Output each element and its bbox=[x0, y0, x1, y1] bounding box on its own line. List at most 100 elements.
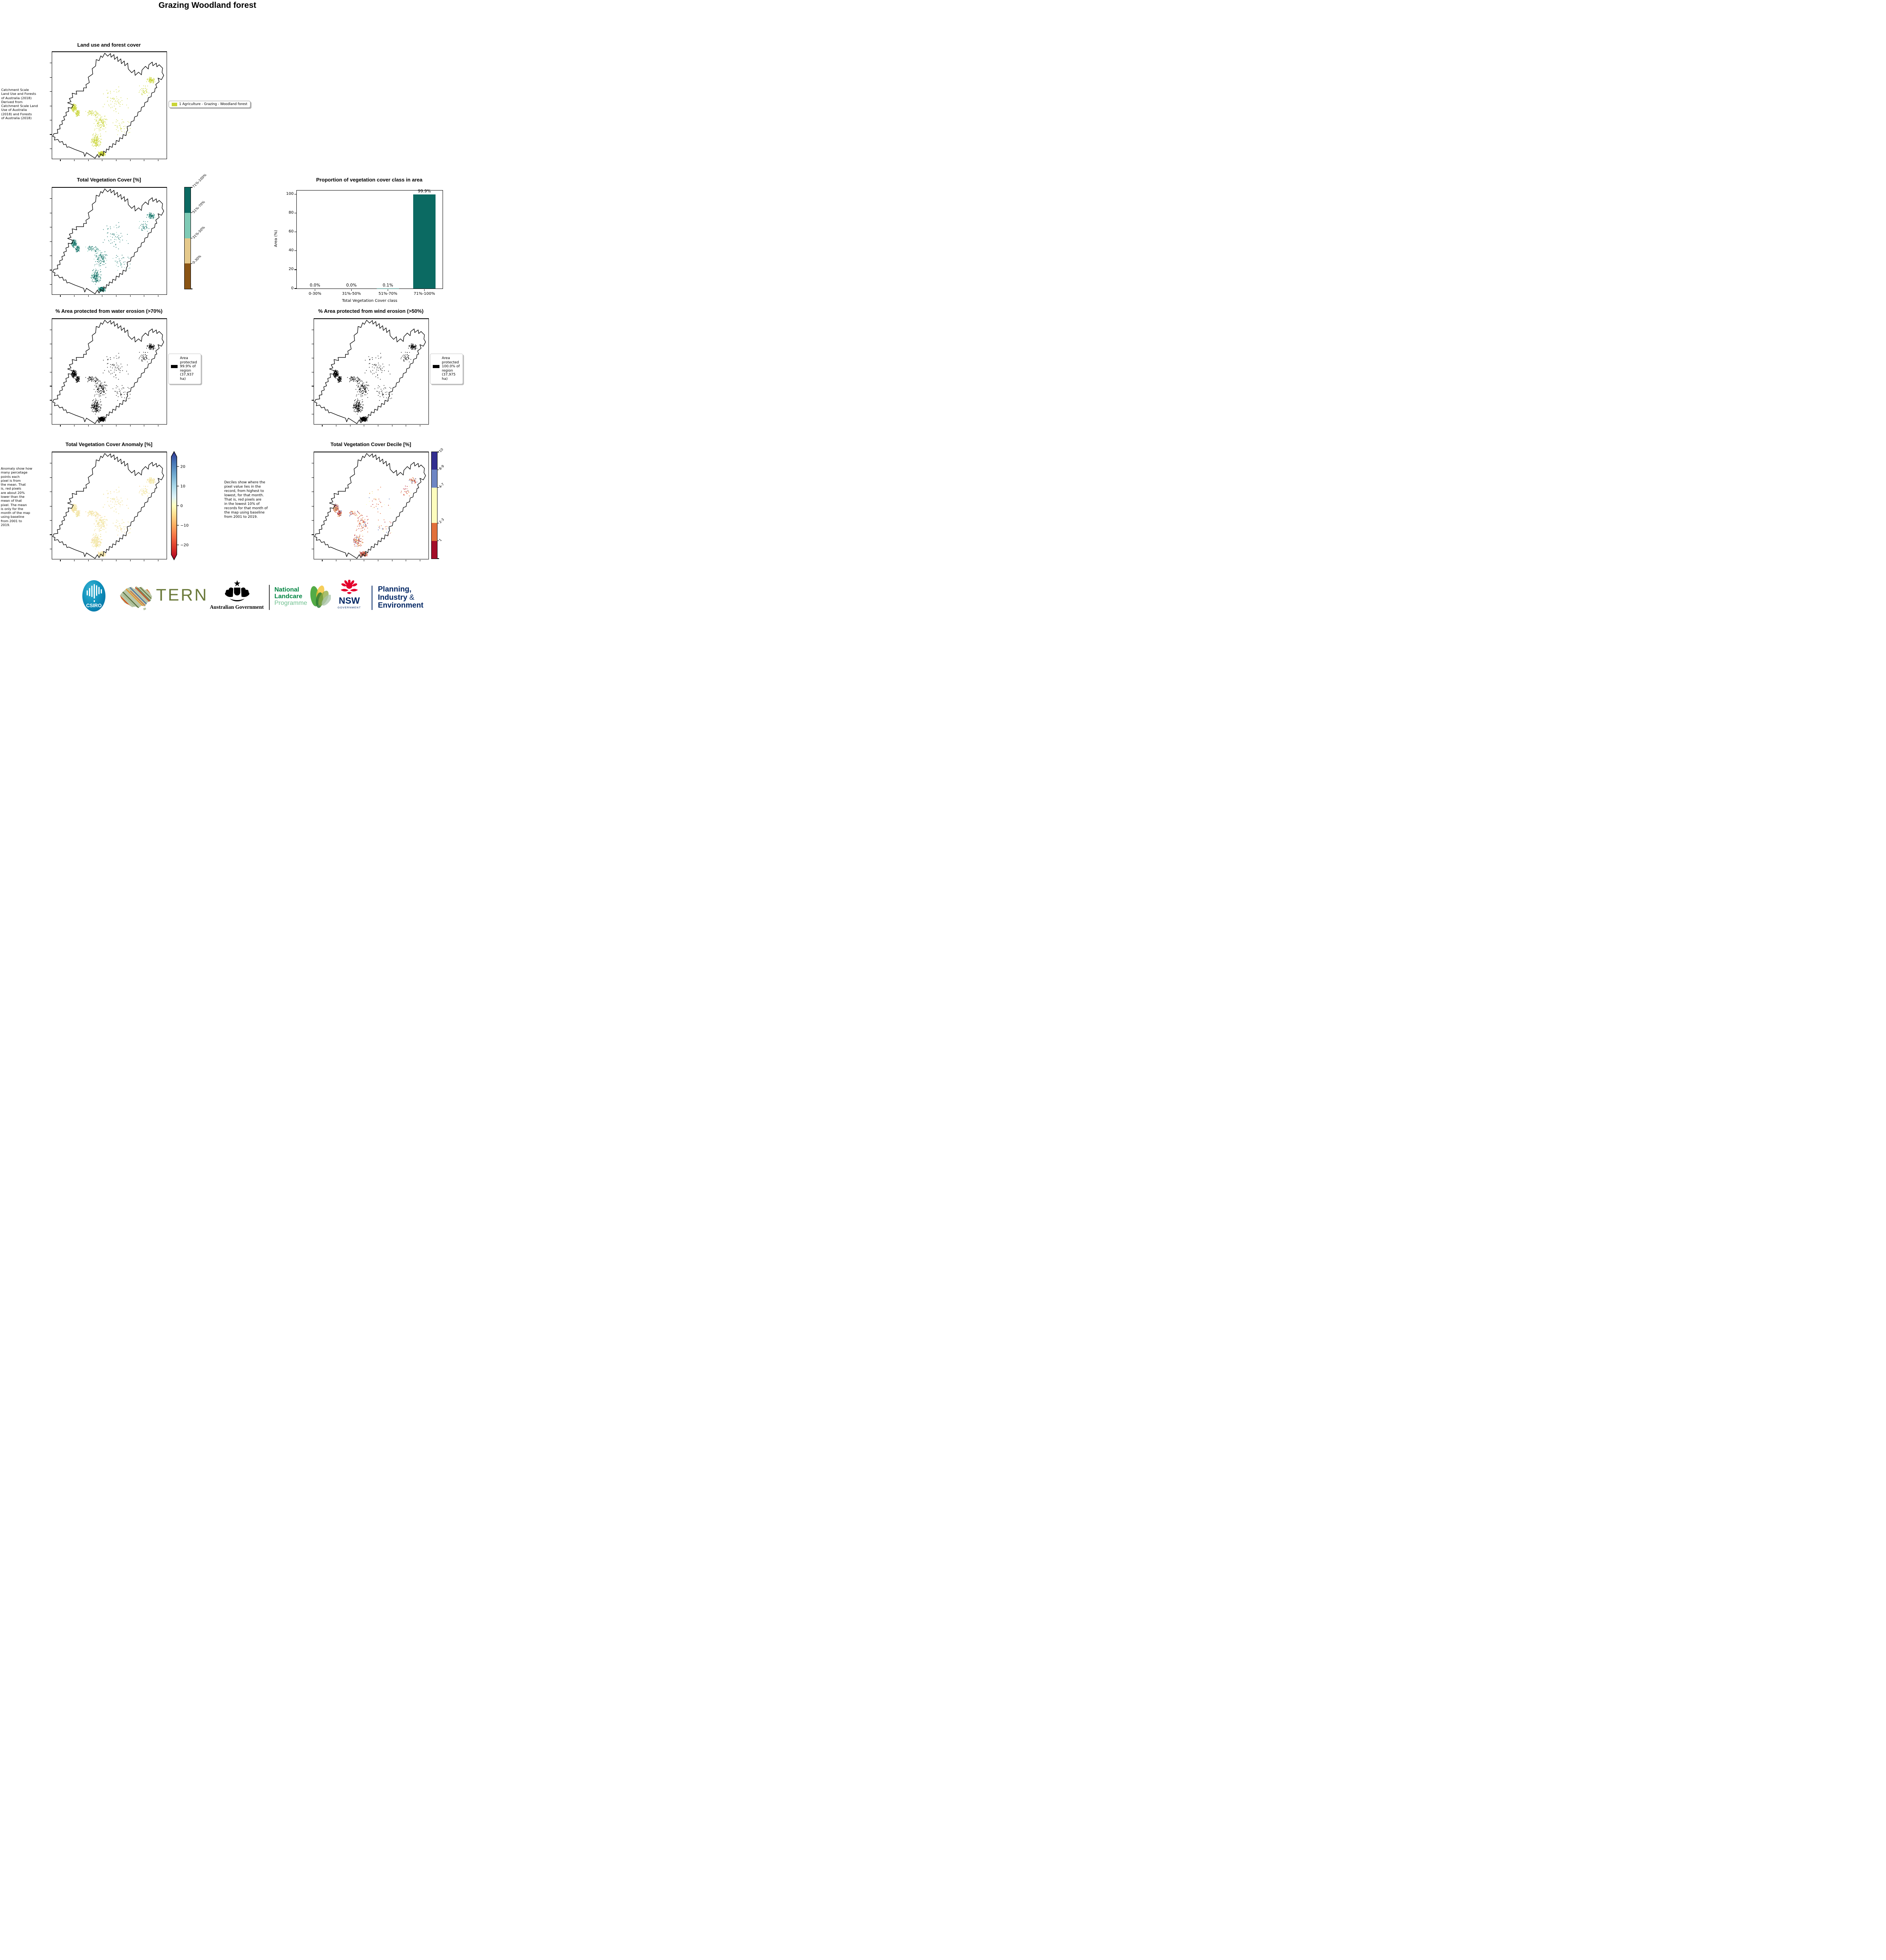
colorbar-segment bbox=[432, 487, 437, 523]
chart-ytick-label: 40 bbox=[289, 248, 294, 253]
y-tick bbox=[50, 477, 52, 478]
catchment-boundary bbox=[53, 53, 163, 158]
tvc-title: Total Vegetation Cover [%] bbox=[77, 177, 141, 183]
nsw-waratah-icon bbox=[341, 580, 358, 594]
decile-explainer-text: Deciles show where the pixel value lies … bbox=[224, 481, 268, 519]
y-tick bbox=[312, 520, 314, 521]
australian-government-crest-icon bbox=[225, 580, 250, 601]
anomaly-explainer-text: Anomaly show how many percetage points e… bbox=[1, 466, 33, 527]
colorbar-segment bbox=[185, 238, 191, 264]
colorbar-class-label: 4-7 bbox=[438, 482, 445, 489]
anomaly-colorbar-bar bbox=[171, 451, 177, 561]
x-tick bbox=[88, 159, 89, 161]
map-canvas bbox=[314, 319, 428, 424]
y-tick bbox=[312, 477, 314, 478]
chart-xtick-label: 71%-100% bbox=[414, 292, 435, 296]
land-use-legend-swatch bbox=[172, 102, 177, 106]
dept-line1: Planning, bbox=[378, 585, 412, 593]
catchment-boundary bbox=[314, 454, 425, 559]
colorbar-segment bbox=[185, 187, 191, 213]
chart-x-axis-label: Total Vegetation Cover class bbox=[342, 299, 398, 303]
dept-line3: Environment bbox=[378, 601, 424, 610]
colorbar-segment bbox=[432, 523, 437, 541]
landcare-leaves-icon bbox=[310, 585, 331, 608]
chart-y-axis-label: Area (%) bbox=[274, 230, 278, 247]
bar-value-label: 0.0% bbox=[346, 283, 357, 288]
tern-logo-label: TERN bbox=[156, 586, 209, 604]
y-tick bbox=[50, 91, 52, 92]
tvc-map bbox=[50, 187, 167, 297]
land-use-map bbox=[50, 51, 167, 161]
catchment-boundary bbox=[53, 189, 163, 294]
water-erosion-legend: Area protected 99.9% of region (37,937 h… bbox=[168, 354, 201, 384]
colorbar-class-label: 1 bbox=[438, 538, 443, 543]
y-tick bbox=[50, 241, 52, 242]
australian-government-label: Australian Government bbox=[210, 604, 264, 610]
logo-divider bbox=[269, 585, 270, 610]
planning-industry-environment-label: Planning, Industry & Environment bbox=[378, 585, 424, 610]
colorbar-class-label: 71%-100% bbox=[192, 173, 208, 189]
page-title: Grazing Woodland forest bbox=[158, 1, 256, 10]
landcare-line3: Programme bbox=[274, 599, 307, 606]
nsw-logo-label: NSW bbox=[339, 595, 360, 606]
x-tick bbox=[88, 559, 89, 561]
y-tick bbox=[312, 534, 314, 535]
water-erosion-legend-text: Area protected 99.9% of region (37,937 h… bbox=[180, 356, 197, 381]
colorbar-segment bbox=[432, 470, 437, 488]
tvc-colorbar: 71%-100% 51%-70% 31%-50% 0-30% bbox=[184, 173, 207, 289]
x-tick bbox=[88, 425, 89, 426]
x-tick bbox=[130, 295, 131, 297]
catchment-boundary bbox=[53, 320, 163, 424]
x-tick bbox=[130, 425, 131, 426]
x-tick bbox=[88, 295, 89, 297]
bar-71%-100% bbox=[413, 194, 436, 289]
dept-line2: Industry & bbox=[378, 593, 414, 602]
report-page: Grazing Woodland forest Land use and for… bbox=[0, 0, 472, 626]
colorbar-segment bbox=[185, 212, 191, 238]
land-use-legend: 1 Agriculture - Grazing - Woodland fores… bbox=[169, 101, 250, 108]
catchment-boundary bbox=[314, 320, 425, 424]
colorbar-class-label: 2-3 bbox=[438, 517, 445, 524]
colorbar-class-label: 31%-50% bbox=[192, 225, 206, 240]
x-tick bbox=[130, 159, 131, 161]
map-canvas bbox=[314, 452, 428, 559]
y-tick bbox=[50, 520, 52, 521]
map-canvas bbox=[52, 452, 167, 559]
chart-xtick-label: 31%-50% bbox=[342, 292, 361, 296]
colorbar-segment bbox=[432, 452, 437, 470]
y-tick bbox=[50, 534, 52, 535]
colorbar-class-label: 0-30% bbox=[192, 254, 202, 265]
water-erosion-map bbox=[50, 318, 167, 426]
map-canvas bbox=[52, 52, 167, 159]
proportion-bar-chart: 0 20 40 60 80 100 0.0% 0-30% 0.0% 31%-50% 0.1% 51%-… bbox=[274, 189, 443, 303]
tern-australia-icon bbox=[120, 586, 152, 610]
decile-title: Total Vegetation Cover Decile [%] bbox=[330, 441, 411, 447]
wind-erosion-title: % Area protected from wind erosion (>50%… bbox=[318, 308, 424, 314]
chart-ytick-label: 0 bbox=[291, 286, 294, 290]
catchment-boundary bbox=[53, 454, 163, 559]
wind-erosion-legend-swatch bbox=[433, 365, 439, 368]
nsw-government-label: GOVERNMENT bbox=[338, 606, 361, 609]
decile-map bbox=[312, 452, 429, 561]
colorbar-class-label: 8-9 bbox=[438, 464, 445, 471]
y-tick bbox=[50, 77, 52, 78]
proportion-chart-title: Proportion of vegetation cover class in … bbox=[316, 177, 423, 183]
map-canvas bbox=[52, 319, 167, 424]
land-use-legend-label: 1 Agriculture - Grazing - Woodland fores… bbox=[179, 102, 247, 106]
chart-ytick-label: 60 bbox=[289, 229, 294, 234]
land-use-source-note: Catchment Scale Land Use and Forests of … bbox=[1, 88, 38, 120]
colorbar-segment bbox=[185, 263, 191, 289]
bar-value-label: 0.0% bbox=[310, 283, 320, 288]
csiro-logo-label: CSIRO bbox=[86, 603, 102, 608]
decile-colorbar: 10 8-9 4-7 2-3 1 bbox=[431, 448, 445, 559]
wind-erosion-legend-text: Area protected 100.0% of region (37,975 … bbox=[442, 356, 460, 381]
x-tick bbox=[130, 559, 131, 561]
water-erosion-legend-swatch bbox=[171, 365, 178, 368]
land-use-title: Land use and forest cover bbox=[77, 42, 141, 48]
bar-value-label: 0.1% bbox=[383, 283, 393, 288]
anomaly-title: Total Vegetation Cover Anomaly [%] bbox=[65, 441, 152, 447]
chart-ytick-label: 20 bbox=[289, 267, 294, 272]
colorbar-segment bbox=[432, 541, 437, 559]
national-landcare-logo: National Landcare Programme bbox=[274, 586, 307, 607]
map-canvas bbox=[52, 188, 167, 294]
